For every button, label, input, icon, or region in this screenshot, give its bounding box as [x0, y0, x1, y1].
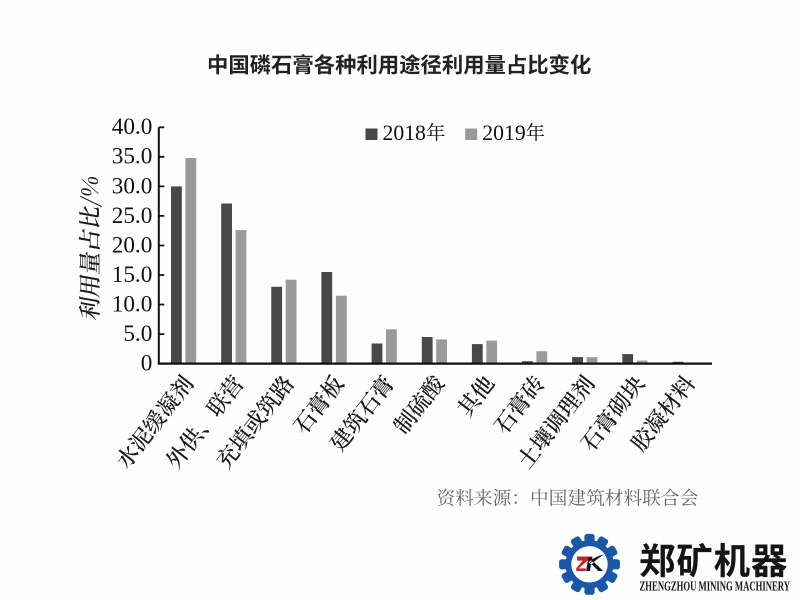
svg-text:0: 0 [141, 351, 153, 377]
svg-text:30.0: 30.0 [112, 173, 153, 199]
svg-text:40.0: 40.0 [112, 114, 153, 140]
svg-text:10.0: 10.0 [112, 291, 153, 317]
svg-text:5.0: 5.0 [123, 321, 152, 347]
svg-text:2019: 2019 [482, 121, 525, 145]
svg-text:35.0: 35.0 [112, 144, 153, 170]
svg-text:ZHENGZHOU MINING MACHINERY: ZHENGZHOU MINING MACHINERY [640, 579, 791, 594]
svg-text:25.0: 25.0 [112, 203, 153, 229]
svg-text:15.0: 15.0 [112, 262, 153, 288]
svg-text:20.0: 20.0 [112, 232, 153, 258]
svg-text:2018: 2018 [383, 121, 427, 145]
